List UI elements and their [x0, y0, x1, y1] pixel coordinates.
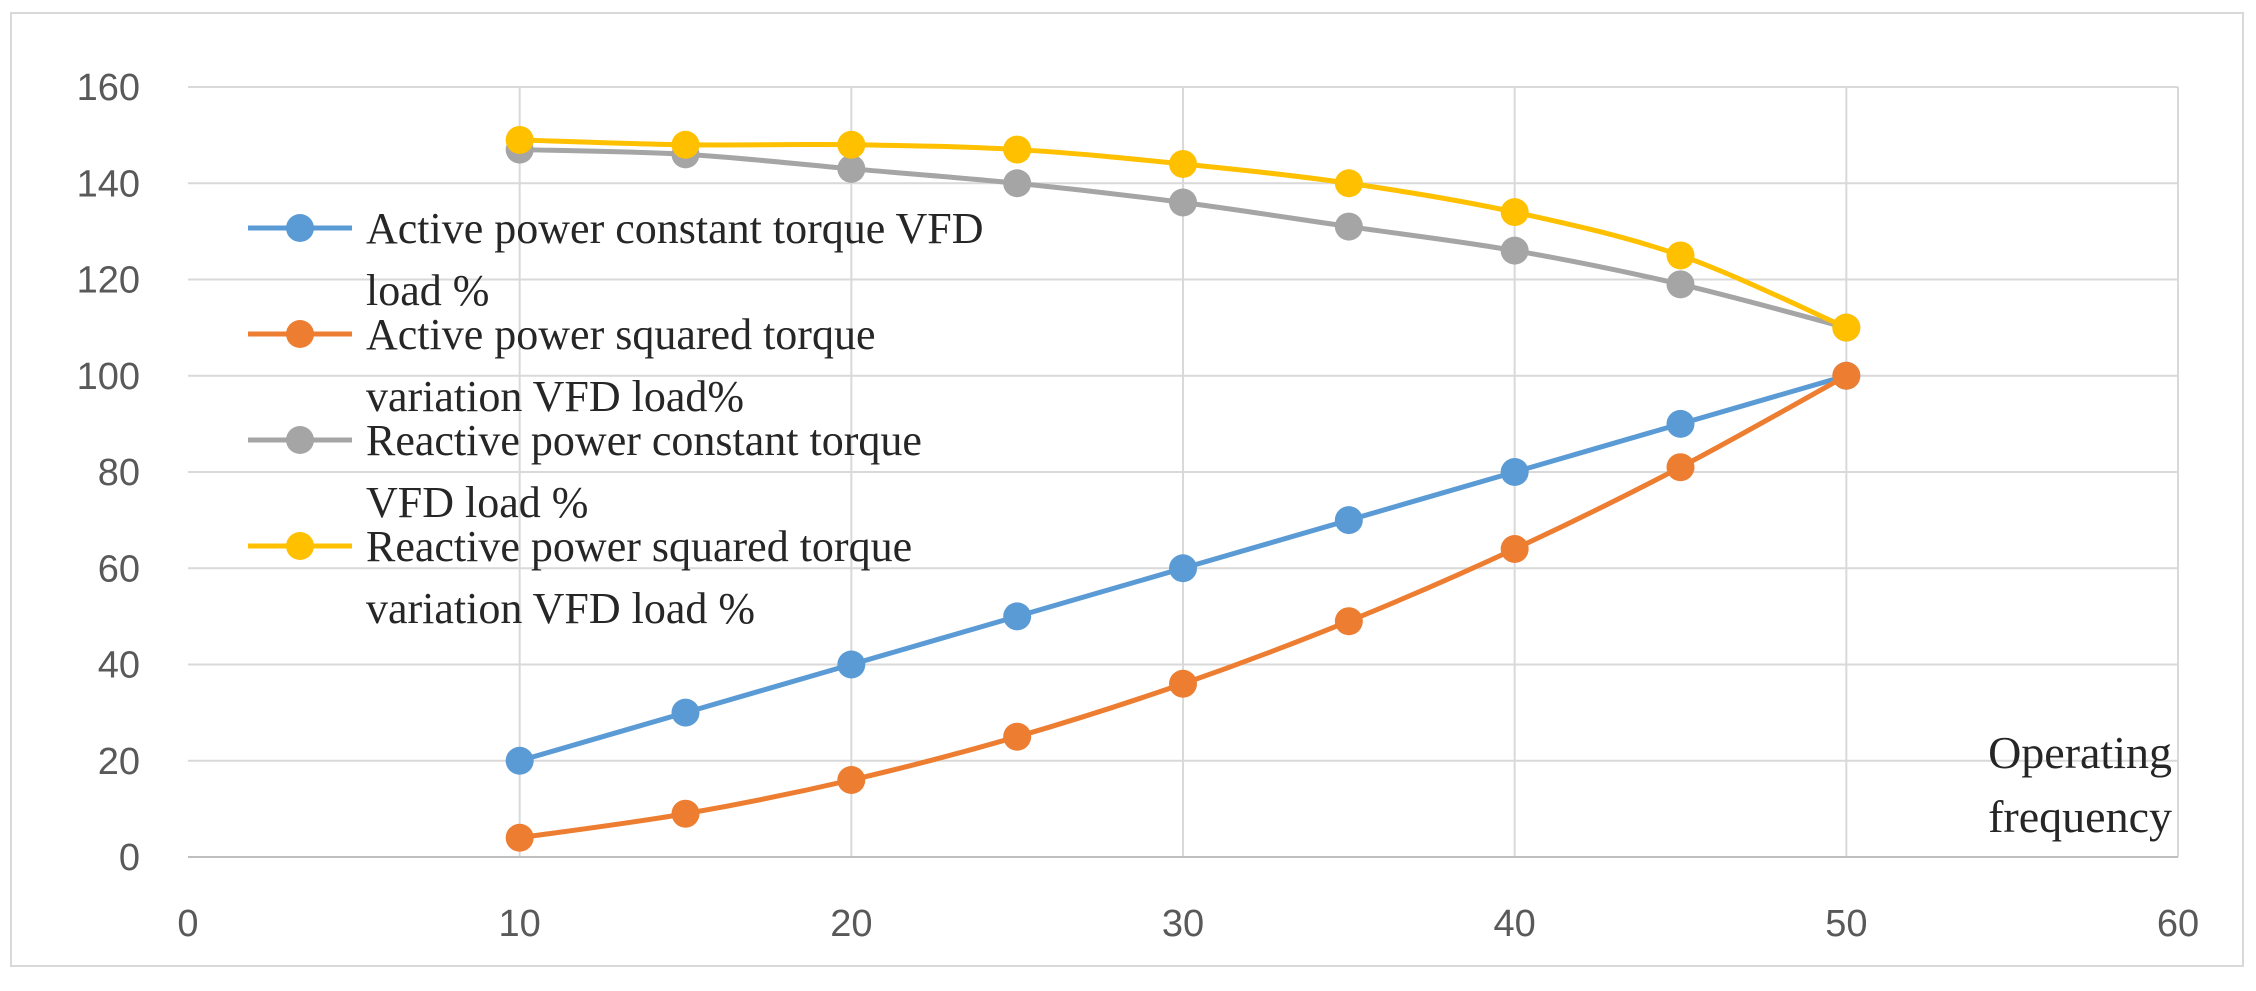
chart-frame [10, 12, 2244, 967]
x-tick-label: 10 [499, 903, 541, 945]
legend-entry-text: Active power constant torque VFD [366, 204, 984, 253]
series-1-point [1169, 554, 1197, 583]
y-tick-label: 100 [77, 356, 140, 398]
series-1-point [1003, 602, 1032, 631]
series-4-point [1003, 135, 1032, 164]
series-4-point [1334, 169, 1363, 198]
legend-entry-text: VFD load % [366, 478, 588, 527]
series-1-point [505, 746, 534, 775]
series-3-point [1169, 188, 1197, 217]
y-tick-label: 0 [119, 837, 140, 879]
series-1-point [671, 698, 700, 727]
series-3-point [1666, 270, 1695, 299]
series-2-point [671, 799, 700, 828]
legend-swatch-marker [286, 320, 314, 348]
x-tick-label: 20 [830, 903, 872, 945]
x-axis-title-line: frequency [1988, 791, 2172, 842]
legend: Active power constant torque VFD load %Ac… [248, 204, 984, 633]
series-2-point [837, 766, 866, 794]
legend-swatch-marker [286, 214, 314, 242]
series-1-point [1334, 506, 1363, 535]
legend-entry-text: Reactive power squared torque [366, 522, 912, 571]
series-3-point [1003, 169, 1032, 198]
series-4-point [1500, 198, 1529, 227]
x-axis-title-line: Operating [1988, 727, 2172, 778]
series-4-point [1832, 313, 1861, 342]
y-tick-label: 140 [77, 163, 140, 205]
series-1-point [1500, 458, 1529, 486]
series-3-point [837, 154, 866, 183]
series-2-point [1832, 361, 1861, 390]
series-2-point [1003, 722, 1032, 751]
x-tick-label: 60 [2157, 903, 2199, 945]
legend-entry-text: load % [366, 266, 489, 315]
series-2-point [505, 823, 534, 852]
x-tick-label: 40 [1494, 903, 1536, 945]
legend-swatch-marker [286, 532, 314, 560]
y-tick-label: 20 [98, 741, 140, 783]
x-tick-label: 50 [1825, 903, 1867, 945]
series-layer [505, 125, 1861, 852]
y-tick-label: 120 [77, 260, 140, 302]
series-1-point [837, 650, 866, 679]
series-4-point [505, 125, 534, 154]
legend-entry-text: Active power squared torque [366, 310, 875, 359]
y-tick-label: 80 [98, 452, 140, 494]
series-3-point [1500, 236, 1529, 265]
series-2-point [1334, 607, 1363, 636]
legend-entry-text: Reactive power constant torque [366, 416, 922, 465]
y-tick-label: 160 [77, 67, 140, 109]
y-tick-label: 40 [98, 645, 140, 687]
series-4-point [671, 130, 700, 159]
series-1-point [1666, 409, 1695, 438]
series-2-point [1666, 453, 1695, 482]
series-4-point [837, 130, 866, 159]
series-4-point [1169, 150, 1197, 178]
series-2-point [1500, 535, 1529, 563]
series-2-point [1169, 669, 1197, 698]
y-tick-label: 60 [98, 548, 140, 590]
series-3-point [1334, 212, 1363, 241]
x-tick-label: 30 [1162, 903, 1204, 945]
x-tick-label: 0 [177, 903, 198, 945]
legend-entry-text: variation VFD load % [366, 584, 755, 633]
axis-layer: 0 20 40 60 80 100 120 140 160 0 10 20 30 40 50 60 [77, 67, 2200, 945]
legend-swatch-marker [286, 426, 314, 454]
legend-entry-text: variation VFD load% [366, 372, 744, 421]
series-4-point [1666, 241, 1695, 270]
x-axis-title: Operating frequency [1988, 727, 2172, 842]
